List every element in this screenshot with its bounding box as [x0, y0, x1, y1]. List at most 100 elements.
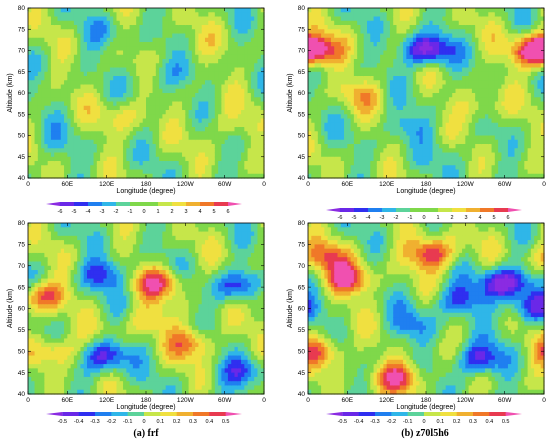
heatmap-cell: [198, 8, 203, 13]
heatmap-cell: [386, 8, 391, 13]
heatmap-cell: [109, 118, 114, 124]
heatmap-cell: [205, 139, 209, 145]
heatmap-cell: [347, 16, 352, 22]
heatmap-cell: [429, 165, 434, 171]
heatmap-cell: [350, 122, 355, 128]
heatmap-cell: [224, 101, 229, 107]
heatmap-cell: [244, 127, 249, 132]
heatmap-cell: [435, 63, 440, 69]
heatmap-cell: [347, 88, 352, 94]
heatmap-cell: [149, 101, 154, 107]
heatmap-cell: [44, 25, 49, 30]
heatmap-cell: [373, 139, 378, 145]
heatmap-cell: [324, 139, 329, 145]
heatmap-cell: [247, 135, 252, 141]
heatmap-cell: [376, 144, 381, 149]
heatmap-cell: [47, 93, 52, 98]
heatmap-cell: [317, 131, 322, 137]
heatmap-cell: [109, 20, 114, 26]
heatmap-cell: [311, 8, 316, 13]
heatmap-cell: [113, 152, 118, 158]
heatmap-cell: [347, 50, 352, 56]
heatmap-cell: [155, 169, 160, 175]
heatmap-cell: [439, 42, 443, 47]
heatmap-cell: [129, 93, 134, 98]
heatmap-cell: [445, 42, 450, 47]
heatmap-cell: [64, 20, 68, 26]
heatmap-cell: [44, 156, 49, 162]
heatmap-cell: [373, 135, 378, 141]
heatmap-cell: [357, 16, 362, 22]
heatmap-cell: [195, 156, 200, 162]
heatmap-cell: [380, 67, 384, 73]
heatmap-cell: [363, 80, 368, 86]
heatmap-cell: [234, 101, 239, 107]
heatmap-cell: [50, 59, 55, 64]
heatmap-cell: [96, 88, 101, 94]
heatmap-cell: [132, 76, 137, 81]
heatmap-cell: [386, 25, 391, 30]
heatmap-cell: [214, 29, 219, 35]
heatmap-cell: [103, 25, 108, 30]
heatmap-cell: [126, 156, 131, 162]
heatmap-cell: [327, 97, 332, 103]
heatmap-cell: [73, 20, 78, 26]
heatmap-cell: [321, 105, 325, 111]
colorbar-segment: [186, 202, 201, 206]
heatmap-cell: [416, 42, 421, 47]
heatmap-cell: [363, 152, 368, 158]
heatmap-cell: [429, 93, 434, 98]
heatmap-cell: [412, 110, 417, 115]
heatmap-cell: [353, 59, 358, 64]
heatmap-cell: [347, 80, 352, 86]
heatmap-cell: [123, 97, 127, 103]
heatmap-cell: [367, 110, 371, 115]
heatmap-cell: [321, 54, 325, 60]
heatmap-cell: [136, 118, 141, 124]
heatmap-cell: [109, 25, 114, 30]
heatmap-cell: [422, 59, 427, 64]
heatmap-cell: [308, 59, 312, 64]
heatmap-cell: [96, 173, 101, 179]
heatmap-cell: [80, 127, 85, 132]
heatmap-cell: [201, 156, 206, 162]
heatmap-cell: [113, 101, 118, 107]
heatmap-cell: [116, 114, 121, 120]
heatmap-cell: [191, 63, 196, 69]
heatmap-cell: [257, 84, 262, 90]
heatmap-cell: [34, 169, 39, 175]
heatmap-cell: [37, 152, 42, 158]
heatmap-cell: [350, 131, 355, 137]
y-tick-label: 70: [18, 48, 26, 55]
heatmap-cell: [386, 165, 391, 171]
heatmap-cell: [165, 76, 170, 81]
heatmap-cell: [80, 67, 85, 73]
heatmap-cell: [412, 80, 417, 86]
heatmap-cell: [426, 97, 430, 103]
heatmap-cell: [142, 12, 147, 18]
heatmap-cell: [208, 169, 213, 175]
heatmap-cell: [159, 127, 163, 132]
heatmap-cell: [73, 67, 78, 73]
heatmap-cell: [334, 131, 339, 137]
heatmap-cell: [172, 122, 177, 128]
heatmap-cell: [201, 93, 206, 98]
heatmap-cell: [152, 84, 157, 90]
heatmap-cell: [321, 42, 325, 47]
heatmap-cell: [168, 152, 173, 158]
heatmap-cell: [330, 131, 335, 137]
heatmap-cell: [93, 29, 98, 35]
heatmap-cell: [195, 122, 200, 128]
heatmap-cell: [439, 12, 443, 18]
heatmap-cell: [389, 169, 394, 175]
heatmap-cell: [77, 161, 82, 166]
heatmap-cell: [389, 63, 394, 69]
heatmap-cell: [100, 105, 104, 111]
heatmap-cell: [54, 88, 59, 94]
heatmap-cell: [221, 88, 226, 94]
heatmap-cell: [201, 152, 206, 158]
heatmap-cell: [324, 42, 329, 47]
heatmap-cell: [168, 131, 173, 137]
heatmap-cell: [152, 33, 157, 39]
heatmap-cell: [57, 42, 62, 47]
